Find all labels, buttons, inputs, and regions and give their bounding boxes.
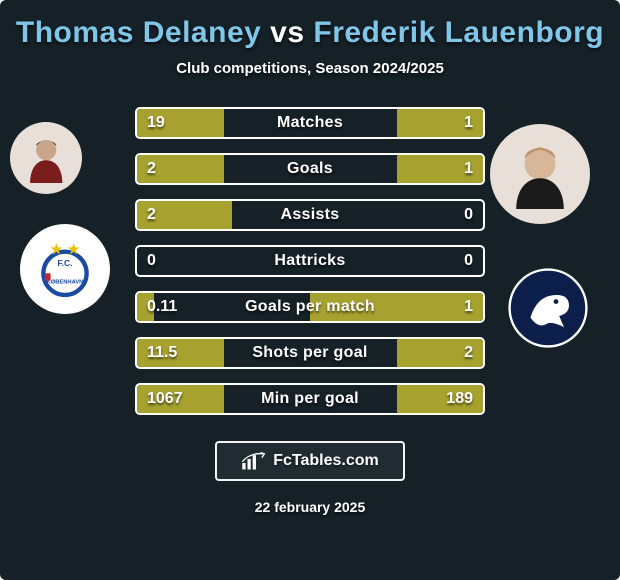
date-label: 22 february 2025 [0, 499, 620, 515]
stat-label: Shots per goal [252, 344, 367, 362]
player-photo-right [490, 124, 590, 224]
player-photo-left [10, 122, 82, 194]
person-icon [505, 139, 575, 209]
title-player2: Frederik Lauenborg [313, 16, 604, 49]
stats-container: 19 1 Matches 2 1 Goals 2 0 Assists 0 0 Hattricks 0.1… [135, 107, 485, 415]
stat-value-right: 1 [464, 160, 473, 178]
stat-label: Min per goal [261, 390, 359, 408]
stat-value-left: 11.5 [147, 344, 177, 362]
stat-row: 11.5 2 Shots per goal [135, 337, 485, 369]
stat-row: 1067 189 Min per goal [135, 383, 485, 415]
stat-label: Hattricks [274, 252, 345, 270]
stat-row: 2 1 Goals [135, 153, 485, 185]
stat-value-left: 1067 [147, 390, 183, 408]
stat-value-right: 2 [464, 344, 473, 362]
stat-value-right: 189 [446, 390, 473, 408]
stat-value-left: 19 [147, 114, 165, 132]
chart-icon [241, 451, 267, 471]
stat-value-left: 0 [147, 252, 156, 270]
title-player1: Thomas Delaney [16, 16, 261, 49]
club-logo-right [498, 258, 598, 358]
stat-value-right: 0 [464, 252, 473, 270]
stat-label: Goals [287, 160, 333, 178]
club-crest-icon [508, 268, 588, 348]
stat-value-right: 1 [464, 114, 473, 132]
stat-row: 2 0 Assists [135, 199, 485, 231]
title-vs: vs [270, 16, 304, 49]
stat-row: 19 1 Matches [135, 107, 485, 139]
comparison-card: Thomas Delaney vs Frederik Lauenborg Clu… [0, 0, 620, 580]
stat-label: Goals per match [245, 298, 375, 316]
stat-value-right: 0 [464, 206, 473, 224]
svg-text:KØBENHAVN: KØBENHAVN [47, 279, 84, 285]
watermark-text: FcTables.com [273, 452, 379, 470]
stat-label: Assists [280, 206, 339, 224]
subtitle: Club competitions, Season 2024/2025 [0, 60, 620, 77]
stat-value-left: 0.11 [147, 298, 177, 316]
stat-value-right: 1 [464, 298, 473, 316]
stat-value-left: 2 [147, 160, 156, 178]
person-icon [21, 133, 71, 183]
club-crest-icon: F.C. KØBENHAVN [29, 233, 101, 305]
stat-row: 0.11 1 Goals per match [135, 291, 485, 323]
watermark: FcTables.com [215, 441, 405, 481]
page-title: Thomas Delaney vs Frederik Lauenborg [0, 16, 620, 50]
club-logo-left: F.C. KØBENHAVN [20, 224, 110, 314]
stat-value-left: 2 [147, 206, 156, 224]
svg-text:F.C.: F.C. [57, 258, 72, 268]
stat-row: 0 0 Hattricks [135, 245, 485, 277]
stat-label: Matches [277, 114, 343, 132]
